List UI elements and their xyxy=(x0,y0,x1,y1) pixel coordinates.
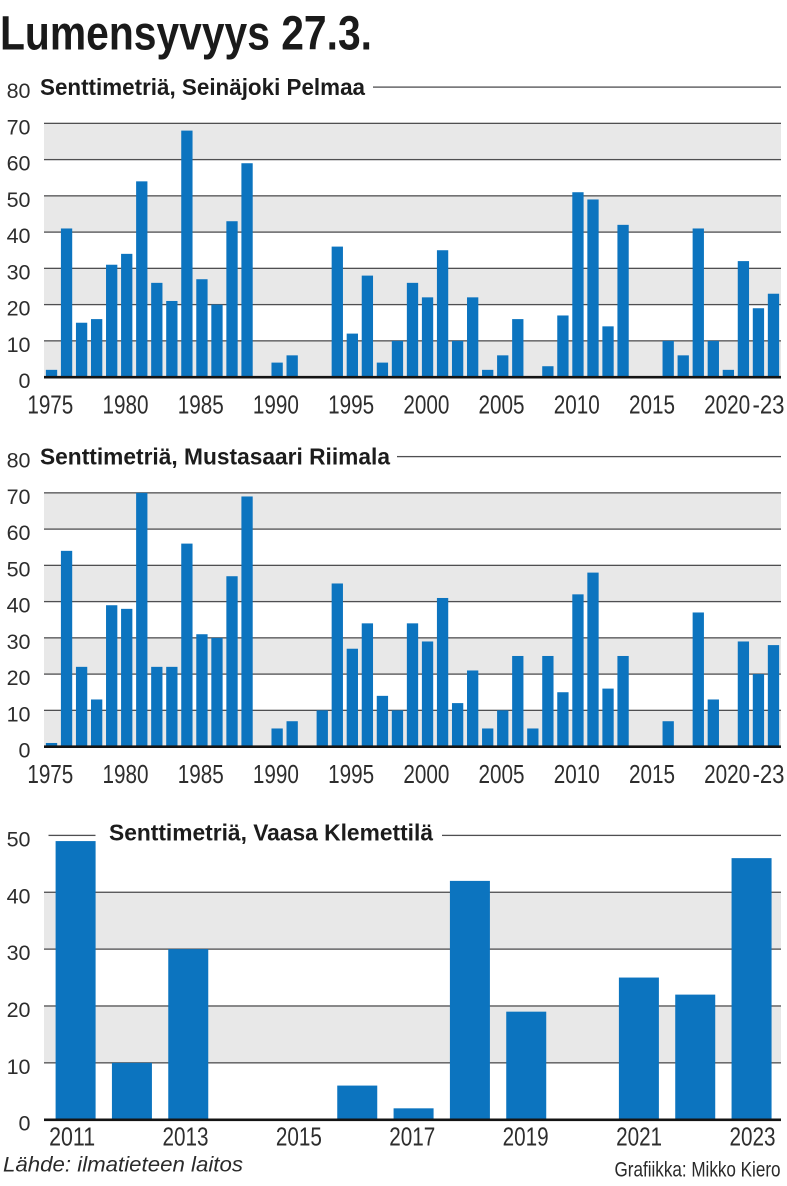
svg-text:50: 50 xyxy=(7,827,31,851)
svg-text:2011: 2011 xyxy=(49,1122,95,1152)
svg-text:1980: 1980 xyxy=(103,759,149,789)
svg-text:2005: 2005 xyxy=(479,759,525,789)
svg-text:1985: 1985 xyxy=(178,390,224,420)
svg-text:2021: 2021 xyxy=(616,1122,662,1152)
svg-text:-23: -23 xyxy=(753,390,785,420)
svg-text:10: 10 xyxy=(7,333,31,357)
svg-text:1990: 1990 xyxy=(253,759,299,789)
svg-text:30: 30 xyxy=(7,260,31,284)
svg-text:30: 30 xyxy=(7,630,31,654)
svg-text:1975: 1975 xyxy=(27,390,73,420)
svg-text:60: 60 xyxy=(7,521,31,545)
svg-text:1990: 1990 xyxy=(253,390,299,420)
svg-text:2010: 2010 xyxy=(554,759,600,789)
svg-text:20: 20 xyxy=(7,998,31,1022)
svg-text:50: 50 xyxy=(7,188,31,212)
svg-text:30: 30 xyxy=(7,941,31,965)
svg-text:2000: 2000 xyxy=(403,759,449,789)
svg-text:70: 70 xyxy=(7,485,31,509)
svg-text:80: 80 xyxy=(7,449,31,473)
svg-text:2023: 2023 xyxy=(729,1122,775,1152)
svg-text:10: 10 xyxy=(7,702,31,726)
svg-text:1995: 1995 xyxy=(328,759,374,789)
svg-text:20: 20 xyxy=(7,297,31,321)
svg-text:0: 0 xyxy=(19,739,31,763)
svg-text:2013: 2013 xyxy=(163,1122,209,1152)
svg-text:50: 50 xyxy=(7,557,31,581)
svg-text:2010: 2010 xyxy=(554,390,600,420)
svg-text:1995: 1995 xyxy=(328,390,374,420)
svg-text:2015: 2015 xyxy=(629,759,675,789)
svg-text:10: 10 xyxy=(7,1055,31,1079)
svg-text:0: 0 xyxy=(19,1112,31,1136)
svg-text:2005: 2005 xyxy=(479,390,525,420)
svg-text:0: 0 xyxy=(19,369,31,393)
svg-text:-23: -23 xyxy=(753,759,785,789)
svg-text:Senttimetriä, Seinäjoki Pelmaa: Senttimetriä, Seinäjoki Pelmaa xyxy=(40,74,365,100)
svg-text:Senttimetriä, Vaasa Klemettilä: Senttimetriä, Vaasa Klemettilä xyxy=(109,820,433,846)
svg-text:40: 40 xyxy=(7,594,31,618)
svg-text:80: 80 xyxy=(7,79,31,103)
svg-text:1985: 1985 xyxy=(178,759,224,789)
svg-text:2017: 2017 xyxy=(389,1122,435,1152)
svg-text:Senttimetriä, Mustasaari Riima: Senttimetriä, Mustasaari Riimala xyxy=(40,443,390,469)
svg-text:70: 70 xyxy=(7,115,31,139)
svg-text:20: 20 xyxy=(7,666,31,690)
svg-text:Lähde: ilmatieteen laitos: Lähde: ilmatieteen laitos xyxy=(3,1153,243,1177)
svg-text:2015: 2015 xyxy=(629,390,675,420)
svg-text:40: 40 xyxy=(7,224,31,248)
svg-text:2019: 2019 xyxy=(503,1122,549,1152)
svg-text:Lumensyvyys 27.3.: Lumensyvyys 27.3. xyxy=(0,7,372,61)
svg-text:1975: 1975 xyxy=(27,759,73,789)
svg-text:2020: 2020 xyxy=(704,759,750,789)
svg-text:1980: 1980 xyxy=(103,390,149,420)
svg-text:2000: 2000 xyxy=(403,390,449,420)
svg-text:40: 40 xyxy=(7,884,31,908)
svg-text:2015: 2015 xyxy=(276,1122,322,1152)
svg-text:Grafiikka: Mikko Kiero: Grafiikka: Mikko Kiero xyxy=(615,1159,781,1181)
svg-text:2020: 2020 xyxy=(704,390,750,420)
svg-text:60: 60 xyxy=(7,152,31,176)
